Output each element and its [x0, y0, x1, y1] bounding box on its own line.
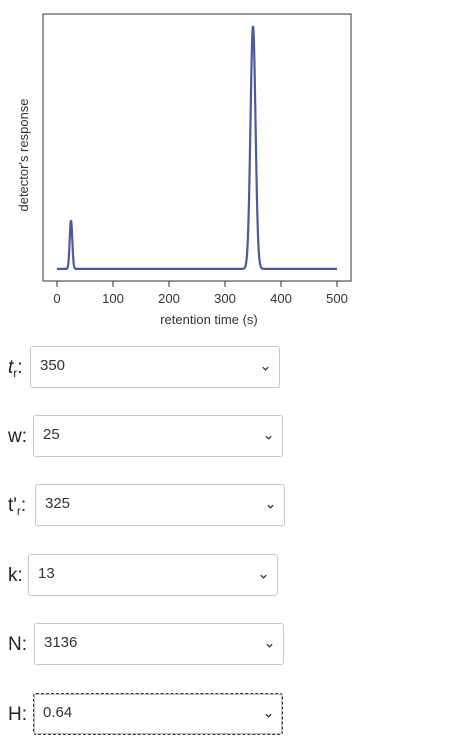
- k-select-value: 13: [38, 565, 55, 582]
- tr-select[interactable]: 350: [30, 346, 280, 388]
- x-tick-label: 0: [53, 291, 60, 306]
- chevron-down-icon: [260, 574, 267, 579]
- x-axis-ticks: 0 100 200 300 400 500: [53, 281, 348, 306]
- x-tick-label: 400: [270, 291, 292, 306]
- field-row-tr: tr: 350: [0, 346, 474, 390]
- chevron-down-icon: [265, 435, 272, 440]
- h-select[interactable]: 0.64: [33, 693, 283, 735]
- plot-frame: [42, 13, 352, 282]
- n-select-value: 3136: [44, 634, 78, 651]
- x-tick-label: 100: [102, 291, 124, 306]
- w-select[interactable]: 25: [33, 415, 283, 457]
- field-label-tr: tr:: [8, 357, 23, 380]
- chevron-down-icon: [267, 504, 274, 509]
- field-label-w: w:: [8, 426, 27, 447]
- field-label-h: H:: [8, 704, 27, 725]
- field-row-tpr: t'r: 325: [0, 484, 474, 528]
- x-axis-label: retention time (s): [160, 312, 258, 327]
- field-label-tpr: t'r:: [8, 495, 27, 518]
- tpr-select[interactable]: 325: [35, 484, 285, 526]
- chromatogram-line: [57, 25, 337, 270]
- chromatogram-chart: 0 100 200 300 400 500 retention time (s) dete…: [16, 13, 352, 327]
- w-select-value: 25: [43, 426, 60, 443]
- field-label-n: N:: [8, 634, 27, 655]
- tr-select-value: 350: [40, 357, 66, 374]
- y-axis-label: detector's response: [16, 98, 31, 211]
- field-row-h: H: 0.64: [0, 693, 474, 737]
- x-tick-label: 300: [214, 291, 236, 306]
- x-tick-label: 200: [158, 291, 180, 306]
- k-select[interactable]: 13: [28, 554, 278, 596]
- tpr-select-value: 325: [45, 495, 71, 512]
- field-row-w: w: 25: [0, 415, 474, 459]
- field-label-k: k:: [8, 565, 23, 586]
- field-row-k: k: 13: [0, 554, 474, 598]
- chevron-down-icon: [266, 643, 273, 648]
- x-tick-label: 500: [326, 291, 348, 306]
- chevron-down-icon: [262, 366, 269, 371]
- field-row-n: N: 3136: [0, 623, 474, 667]
- h-select-value: 0.64: [43, 704, 73, 721]
- n-select[interactable]: 3136: [34, 623, 284, 665]
- chevron-down-icon: [265, 713, 272, 718]
